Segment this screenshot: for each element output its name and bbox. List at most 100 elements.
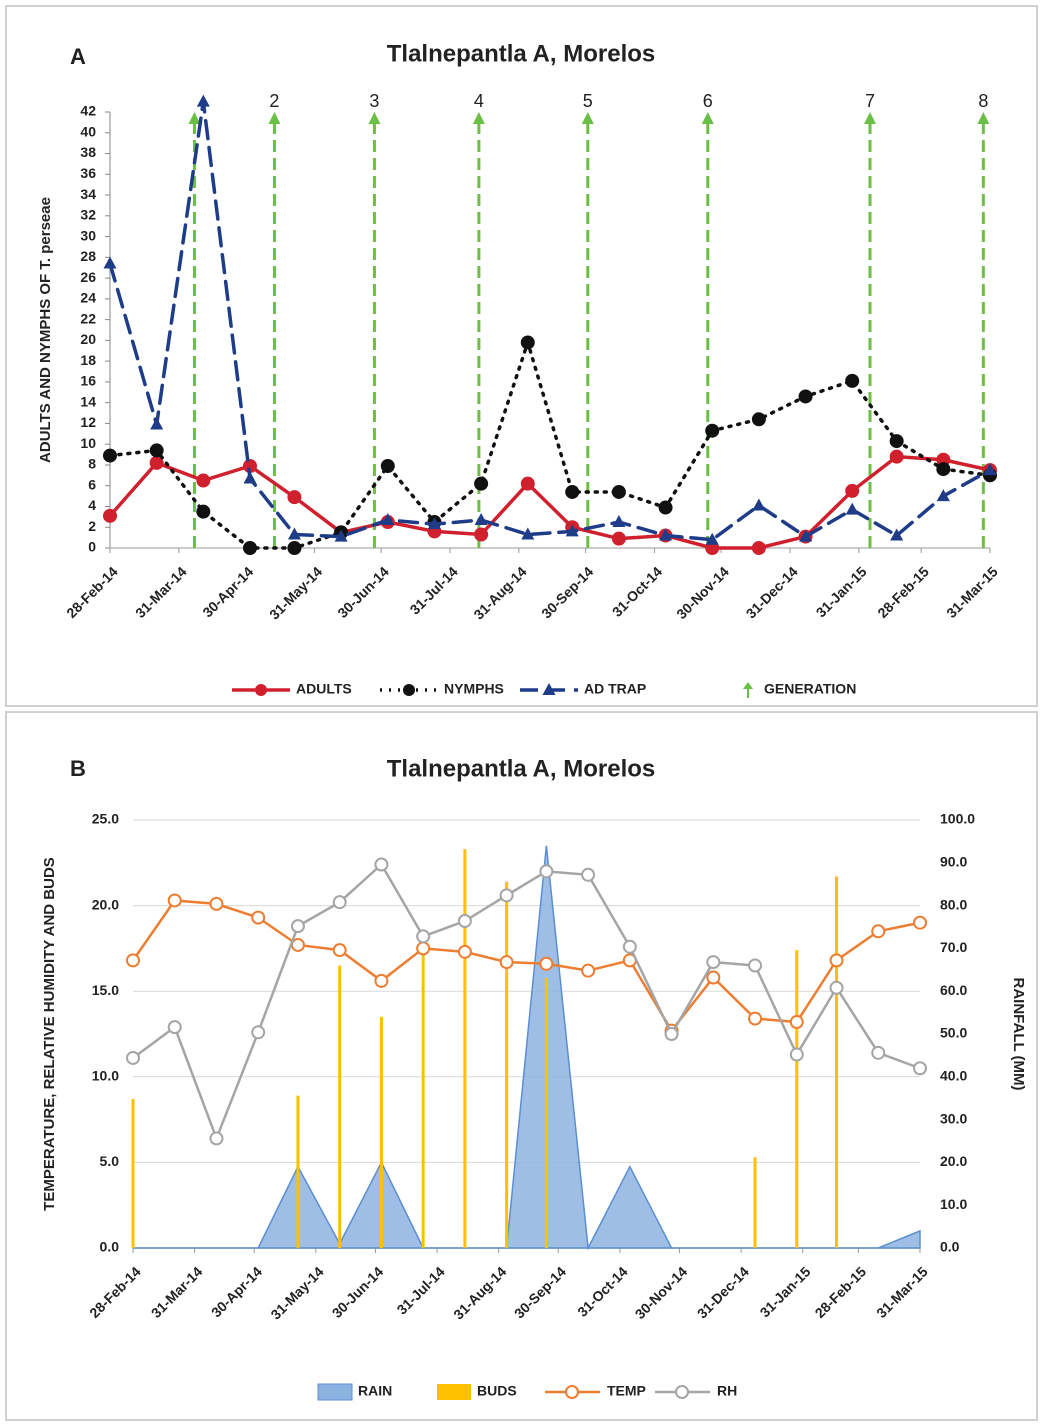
x-tick-label: 30-Apr-14 [208,1263,265,1320]
generation-arrow [188,112,201,124]
marker [658,500,673,515]
generation-arrow [368,112,381,124]
generation-label: 3 [369,91,379,111]
generation-arrow [268,112,281,124]
marker [380,458,395,473]
marker [829,980,844,995]
y-tick-label: 16 [80,373,96,389]
marker [150,417,164,430]
generation-label: 6 [703,91,713,111]
marker [374,857,389,872]
x-tick-label: 31-Oct-14 [574,1263,631,1320]
marker [705,423,720,438]
marker [611,531,626,546]
marker [474,476,489,491]
marker [126,1050,140,1065]
series-line [108,454,992,550]
series-line [108,101,992,542]
bar [544,977,548,1248]
marker [845,502,859,515]
marker [196,504,211,519]
marker [126,953,140,968]
legend-symbol [565,1385,579,1399]
marker [659,528,673,541]
x-tick-label: 30-Jun-14 [329,1263,387,1321]
marker [196,473,211,488]
bar [131,1099,135,1248]
legend-label: TEMP [607,1383,646,1399]
marker [581,963,596,978]
y2-tick-label: 80.0 [940,896,967,912]
bar [338,965,342,1248]
marker [209,896,224,911]
legend-symbol [437,1384,471,1400]
marker [611,484,626,499]
marker [332,943,347,958]
y2-tick-label: 60.0 [940,982,967,998]
marker [287,541,302,555]
marker [799,529,813,542]
series-line [131,862,922,1142]
generation-arrow [472,112,485,124]
legend-label: RAIN [358,1383,392,1399]
marker [622,939,637,954]
x-tick-label: 31-May-14 [266,563,325,622]
marker [290,919,305,934]
marker [936,489,950,502]
x-tick-label: 31-Mar-14 [132,563,190,621]
marker [889,449,904,464]
legend-symbol [743,682,753,689]
marker [499,955,514,970]
marker [334,529,348,542]
generation-label: 5 [583,91,593,111]
y-axis-label: TEMPERATURE, RELATIVE HUMIDITY AND BUDS [41,857,58,1211]
y-tick-label: 24 [80,290,96,306]
y-tick-label: 22 [80,310,96,326]
x-tick-label: 28-Feb-14 [86,1263,144,1321]
y-axis-label: ADULTS AND NYMPHS OF T. perseae [37,197,54,463]
legend-label: AD TRAP [584,681,646,697]
x-tick-label: 30-Jun-14 [334,563,392,621]
marker [706,955,721,970]
legend-label: BUDS [477,1383,517,1399]
marker [871,924,886,939]
y-tick-label: 18 [80,352,96,368]
legend-symbol [542,683,556,695]
legend-symbol [403,684,415,696]
y-tick-label: 5.0 [100,1153,120,1169]
x-tick-label: 28-Feb-14 [63,563,121,621]
y-tick-label: 28 [80,248,96,264]
x-tick-label: 31-Oct-14 [609,563,666,620]
bar [296,1095,300,1248]
x-tick-label: 31-Mar-15 [873,1263,931,1321]
x-tick-label: 31-Jul-14 [394,1263,448,1317]
generation-label: 8 [978,91,988,111]
bar [505,881,509,1248]
marker [167,893,182,908]
marker [565,524,579,537]
y2-tick-label: 10.0 [940,1196,967,1212]
marker [706,970,721,985]
y-tick-label: 42 [80,103,96,119]
bar [421,931,425,1248]
y-tick-label: 32 [80,207,96,223]
x-tick-label: 31-Aug-14 [470,563,529,622]
y-tick-label: 14 [80,393,96,409]
legend-symbol [675,1385,689,1399]
x-tick-label: 31-May-14 [267,1263,326,1322]
marker [521,527,535,540]
marker [103,256,117,269]
marker [427,517,441,530]
y2-axis-label: RAINFALL (MM) [1010,977,1027,1090]
generation-label: 7 [865,91,875,111]
bar [753,1157,757,1248]
legend-symbol [317,1383,353,1401]
panel-label: B [70,756,86,781]
y2-tick-label: 70.0 [940,939,967,955]
marker [889,434,904,449]
bar [835,876,839,1248]
bar [463,849,467,1248]
marker [287,490,302,505]
y-tick-label: 20 [80,331,96,347]
x-tick-label: 31-Dec-14 [694,1263,752,1321]
